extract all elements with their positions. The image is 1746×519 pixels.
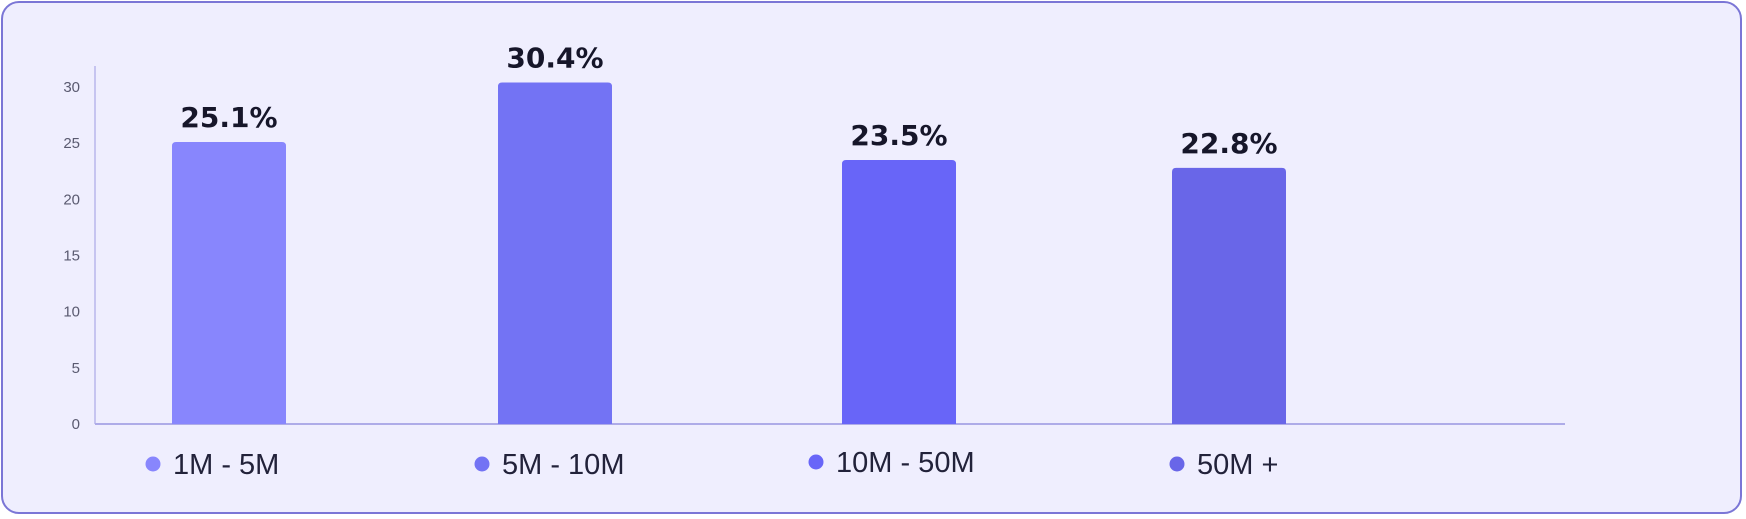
legend-marker <box>474 456 490 472</box>
y-tick-label: 5 <box>72 360 80 377</box>
y-tick-label: 10 <box>63 304 80 321</box>
y-tick-label: 15 <box>63 248 80 265</box>
y-tick-label: 25 <box>63 135 80 152</box>
y-tick-label: 30 <box>63 79 80 96</box>
bar <box>172 142 286 424</box>
y-tick-label: 0 <box>72 416 80 433</box>
legend-marker <box>145 456 161 472</box>
legend-label: 5M - 10M <box>502 449 624 481</box>
bar-value-label: 30.4% <box>506 42 603 75</box>
bar <box>1172 167 1286 424</box>
bar <box>498 82 612 425</box>
grid-lines <box>95 86 1345 369</box>
bar-value-label: 25.1% <box>180 101 277 134</box>
legend-label: 1M - 5M <box>173 449 279 481</box>
legend: 1M - 5M 5M - 10M 10M - 50M 50M + <box>145 447 1278 481</box>
legend-marker <box>1169 456 1185 472</box>
y-axis: 0 5 10 15 20 25 30 <box>63 66 1565 433</box>
legend-label: 10M - 50M <box>836 447 975 479</box>
legend-marker <box>808 454 824 470</box>
bar-value-label: 23.5% <box>850 119 947 152</box>
bar <box>842 160 956 424</box>
bars <box>172 82 1286 425</box>
legend-label: 50M + <box>1197 449 1278 481</box>
value-labels: 25.1% 30.4% 23.5% 22.8% <box>180 42 1277 160</box>
bar-value-label: 22.8% <box>1180 127 1277 160</box>
y-tick-label: 20 <box>63 191 80 208</box>
